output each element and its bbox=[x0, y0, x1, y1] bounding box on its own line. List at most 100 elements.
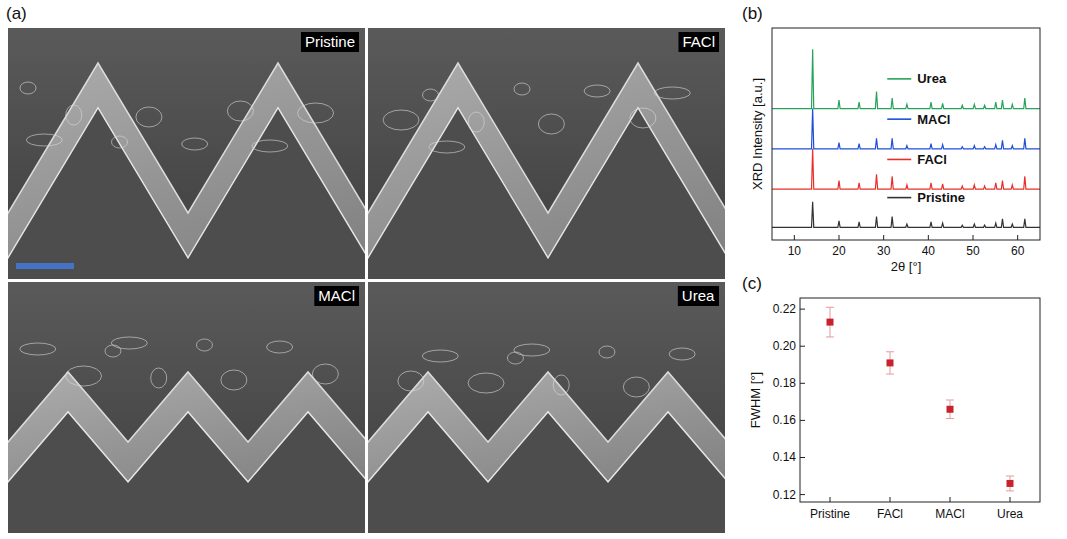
grain bbox=[182, 138, 208, 150]
y-tick bbox=[800, 383, 805, 384]
legend-label: Pristine bbox=[917, 190, 965, 205]
substrate bbox=[368, 108, 725, 279]
error-bar bbox=[826, 307, 834, 337]
sem-image bbox=[368, 282, 725, 533]
error-bar bbox=[946, 400, 954, 419]
panel-label: (b) bbox=[742, 4, 763, 23]
error-cap bbox=[826, 336, 834, 337]
substrate bbox=[368, 412, 725, 533]
image-label: MACl bbox=[318, 287, 355, 304]
grain bbox=[538, 114, 564, 134]
sem-image bbox=[8, 282, 365, 533]
grain bbox=[196, 339, 212, 351]
substrate bbox=[8, 108, 365, 279]
legend-swatch bbox=[887, 159, 911, 161]
plot-area bbox=[826, 307, 1014, 491]
grain bbox=[267, 341, 293, 353]
xrd-line bbox=[772, 202, 1040, 227]
y-tick bbox=[800, 420, 805, 421]
sem-image bbox=[368, 28, 725, 279]
legend-label: FACl bbox=[917, 152, 947, 167]
grain bbox=[514, 344, 550, 356]
error-cap bbox=[1006, 476, 1014, 477]
y-tick-label: 0.16 bbox=[773, 413, 797, 427]
panel-label: (a) bbox=[6, 4, 27, 23]
grain bbox=[669, 348, 695, 360]
x-tick-label: 30 bbox=[877, 244, 891, 258]
substrate bbox=[8, 412, 365, 533]
grain bbox=[151, 368, 167, 388]
grain bbox=[111, 337, 147, 349]
grain bbox=[20, 343, 56, 355]
grain bbox=[630, 108, 656, 128]
grain bbox=[252, 140, 288, 152]
y-tick-label: 0.20 bbox=[773, 339, 797, 353]
grain bbox=[507, 352, 523, 364]
error-cap bbox=[1006, 490, 1014, 491]
legend-swatch bbox=[887, 197, 911, 199]
x-tick-label: 10 bbox=[788, 244, 802, 258]
x-tick bbox=[928, 235, 929, 240]
x-tick bbox=[830, 497, 831, 502]
grain bbox=[599, 346, 615, 358]
grain bbox=[112, 136, 128, 148]
grain bbox=[553, 375, 569, 395]
error-cap bbox=[946, 418, 954, 419]
x-tick bbox=[794, 235, 795, 240]
x-tick bbox=[1010, 497, 1011, 502]
sem-image bbox=[8, 28, 365, 279]
x-tick-label: Pristine bbox=[810, 507, 850, 521]
y-tick bbox=[800, 346, 805, 347]
grain bbox=[66, 105, 82, 125]
image-label-box bbox=[678, 32, 719, 52]
grain bbox=[422, 350, 458, 362]
x-tick-label: Urea bbox=[997, 507, 1023, 521]
grain bbox=[398, 371, 424, 391]
error-bar bbox=[886, 352, 894, 374]
x-tick-label: 50 bbox=[966, 244, 980, 258]
figure: (a)PristineFAClMAClUrea(b)1020304050602θ… bbox=[0, 0, 1067, 539]
error-cap bbox=[886, 374, 894, 375]
grain bbox=[227, 101, 253, 121]
grain bbox=[654, 87, 690, 99]
x-tick-label: 60 bbox=[1011, 244, 1025, 258]
y-tick bbox=[800, 309, 805, 310]
image-label: Pristine bbox=[305, 33, 355, 50]
y-tick-label: 0.18 bbox=[773, 376, 797, 390]
error-cap bbox=[826, 307, 834, 308]
grain bbox=[20, 82, 36, 94]
grain bbox=[136, 107, 162, 127]
error-cap bbox=[946, 400, 954, 401]
plot-frame bbox=[800, 298, 1040, 502]
xrd-line bbox=[772, 149, 1040, 189]
panel-label: (c) bbox=[742, 274, 762, 293]
legend-label: Urea bbox=[917, 71, 947, 86]
error-bar bbox=[1006, 476, 1014, 491]
y-axis-title: XRD Intensity [a.u.] bbox=[750, 78, 765, 190]
plot-frame bbox=[772, 28, 1040, 240]
image-label: FACl bbox=[682, 33, 715, 50]
legend-swatch bbox=[887, 78, 911, 80]
grain bbox=[105, 345, 121, 357]
xrd-line bbox=[772, 109, 1040, 149]
data-point bbox=[827, 319, 834, 326]
x-tick-label: 40 bbox=[922, 244, 936, 258]
grain bbox=[623, 377, 649, 397]
legend-swatch bbox=[887, 118, 911, 120]
x-tick bbox=[1017, 235, 1018, 240]
xrd-line bbox=[772, 49, 1040, 108]
x-tick-label: 20 bbox=[832, 244, 846, 258]
error-cap bbox=[886, 351, 894, 352]
y-axis-title: FWHM [°] bbox=[748, 372, 763, 428]
image-label: Urea bbox=[682, 287, 715, 304]
grain bbox=[66, 366, 102, 386]
y-tick bbox=[800, 494, 805, 495]
grain bbox=[383, 110, 419, 130]
x-tick-label: MACl bbox=[935, 507, 964, 521]
plot-area bbox=[772, 49, 1040, 227]
x-tick bbox=[883, 235, 884, 240]
x-tick-label: FACl bbox=[877, 507, 903, 521]
grain bbox=[429, 141, 465, 153]
x-tick bbox=[950, 497, 951, 502]
y-tick bbox=[800, 457, 805, 458]
